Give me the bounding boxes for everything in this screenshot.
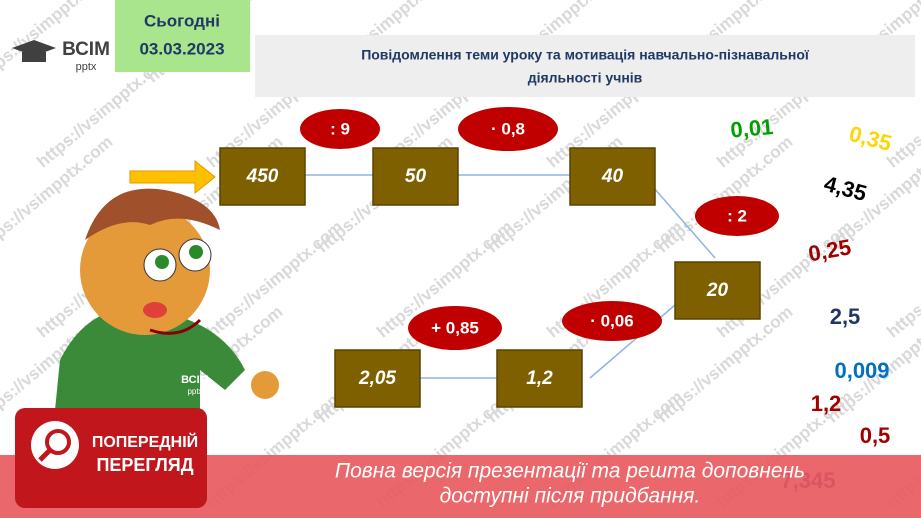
- operation: [458, 107, 558, 151]
- operation: [562, 301, 662, 341]
- date-label: Сьогодні: [144, 11, 220, 30]
- operation: [408, 306, 502, 350]
- number-box: [569, 147, 656, 206]
- date: 03.03.2023: [139, 39, 224, 58]
- answer: 4,35: [822, 171, 870, 206]
- answer: 0,5: [860, 423, 891, 448]
- title: діяльності учнів: [528, 70, 643, 86]
- box-label: 2,05: [358, 368, 396, 389]
- answer: 0,35: [847, 121, 895, 156]
- badge-text: ПЕРЕГЛЯД: [96, 455, 193, 475]
- box-label: 1,2: [526, 368, 553, 389]
- answer: 1,2: [811, 391, 842, 416]
- arrow: [129, 159, 216, 195]
- logo-text: ВСІМ: [62, 39, 110, 60]
- shirt-logo: ВСІМ: [181, 374, 209, 386]
- number-box: [372, 147, 459, 206]
- logo-sub: pptx: [76, 61, 97, 73]
- badge-text: ПОПЕРЕДНІЙ: [92, 432, 198, 451]
- shirt-sub: pptx: [187, 387, 202, 396]
- title: Повідомлення теми уроку та мотивація нав…: [361, 47, 810, 63]
- banner-message: Повна версія презентації та решта доповн…: [335, 460, 805, 483]
- answer: 0,25: [806, 234, 853, 266]
- answer: 2,5: [830, 304, 861, 329]
- date-box: [115, 0, 250, 72]
- answer: 0,01: [729, 114, 774, 143]
- operation-label: · 0,06: [590, 311, 633, 330]
- badge-icon: [31, 421, 79, 469]
- operation-label: + 0,85: [431, 318, 479, 337]
- operation-label: · 0,8: [491, 119, 525, 138]
- operation-label: : 2: [727, 206, 747, 225]
- number-box: [334, 349, 421, 408]
- box-label: 20: [706, 280, 729, 301]
- number-box: [219, 147, 306, 206]
- number-box: [496, 349, 583, 408]
- operation: [300, 109, 380, 149]
- operation: [695, 196, 779, 236]
- box-label: 40: [601, 166, 624, 187]
- number-box: [674, 261, 761, 320]
- box-label: 450: [246, 166, 279, 187]
- operation-label: : 9: [330, 119, 350, 138]
- banner-message: доступні після придбання.: [440, 485, 701, 508]
- box-label: 50: [405, 166, 427, 187]
- logo: ВСІМ pptx: [12, 39, 110, 73]
- answer: 0,009: [834, 358, 889, 383]
- title-bar: [255, 35, 915, 97]
- watermark: https://vsimpptx.com: [883, 217, 921, 341]
